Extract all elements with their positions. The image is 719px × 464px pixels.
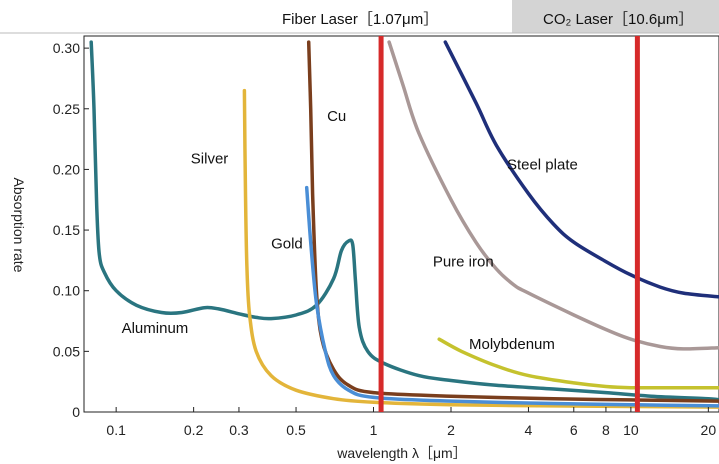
series-line-steel-plate	[443, 40, 719, 299]
x-axis-label: wavelength λ［μm］	[336, 445, 466, 461]
y-tick-label: 0	[72, 404, 80, 420]
x-tick-label: 0.3	[229, 422, 249, 438]
fiber-laser-label: Fiber Laser［1.07μm］	[282, 11, 438, 28]
series-label-molybdenum: Molybdenum	[469, 336, 555, 353]
series-label-cu: Cu	[327, 108, 346, 125]
series-line-pure-iron	[387, 40, 719, 351]
x-tick-label: 0.2	[184, 422, 204, 438]
x-tick-label: 1	[370, 422, 378, 438]
y-tick-label: 0.05	[53, 343, 80, 359]
y-tick-label: 0.25	[53, 101, 80, 117]
x-tick-label: 10	[623, 422, 639, 438]
y-axis-ticks: 0 0.05 0.10 0.15 0.20 0.25 0.30	[53, 40, 89, 420]
series-line-molybdenum	[437, 337, 719, 390]
fiber-laser-band	[0, 0, 512, 33]
plot-area	[83, 35, 719, 413]
series-layer	[89, 40, 719, 409]
x-tick-label: 4	[525, 422, 533, 438]
x-axis-ticks: 0.1 0.2 0.3 0.5 1 2 4 6 8 10 20	[106, 407, 716, 438]
laser-lines	[378, 36, 640, 412]
co2-laser-label: CO₂ Laser［10.6μm］	[543, 11, 693, 28]
series-line-gold	[304, 185, 719, 408]
y-tick-label: 0.30	[53, 40, 80, 56]
x-tick-label: 8	[602, 422, 610, 438]
series-line-cu	[306, 40, 719, 403]
y-tick-label: 0.10	[53, 283, 80, 299]
x-tick-label: 0.1	[106, 422, 126, 438]
series-label-gold: Gold	[271, 235, 303, 252]
series-label-silver: Silver	[191, 150, 229, 167]
series-line-silver	[242, 88, 719, 409]
co2-laser-band	[512, 0, 719, 33]
x-tick-label: 0.5	[286, 422, 306, 438]
series-labels: Aluminum Silver Cu Gold Steel plate Pure iron…	[122, 108, 578, 353]
x-tick-label: 2	[447, 422, 455, 438]
series-label-aluminum: Aluminum	[122, 320, 189, 337]
y-axis-label: Absorption rate	[11, 178, 27, 273]
series-label-steel-plate: Steel plate	[507, 156, 578, 173]
x-tick-label: 20	[701, 422, 717, 438]
series-line-aluminum	[89, 40, 719, 402]
y-tick-label: 0.20	[53, 161, 80, 177]
series-label-pure-iron: Pure iron	[433, 253, 494, 270]
y-tick-label: 0.15	[53, 222, 80, 238]
x-tick-label: 6	[570, 422, 578, 438]
